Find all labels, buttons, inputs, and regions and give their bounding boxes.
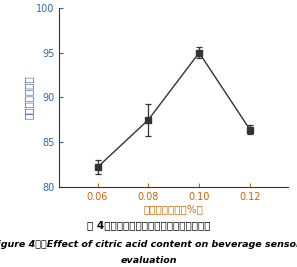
X-axis label: 柠檬酸添加量（%）: 柠檬酸添加量（%） — [144, 205, 204, 215]
Text: evaluation: evaluation — [120, 256, 177, 265]
Text: 图 4　柠檬酸添加量对饮料感官品质的影响: 图 4 柠檬酸添加量对饮料感官品质的影响 — [87, 221, 210, 231]
Text: Figure 4　　Effect of citric acid content on beverage sensory: Figure 4 Effect of citric acid content o… — [0, 240, 297, 249]
Y-axis label: 感官评分（分）: 感官评分（分） — [23, 76, 33, 119]
